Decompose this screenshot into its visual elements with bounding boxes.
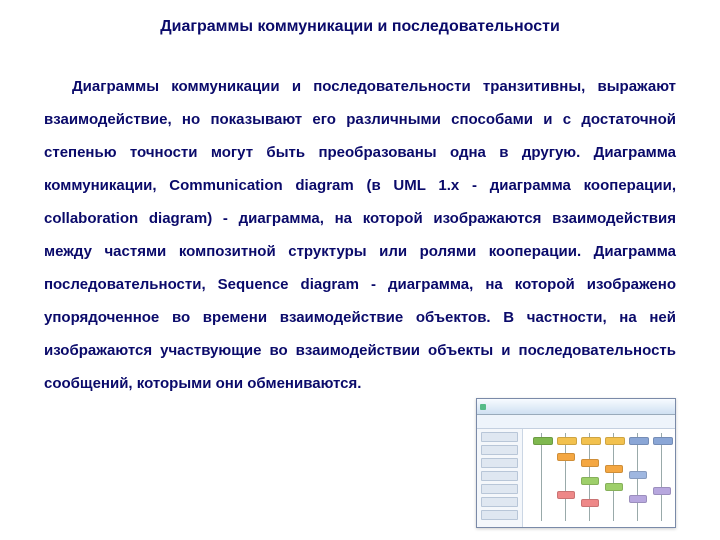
diagram-node <box>557 453 575 461</box>
diagram-node <box>605 465 623 473</box>
thumbnail-toolbar <box>477 415 675 429</box>
thumbnail-sidebar-item <box>481 510 518 520</box>
diagram-node <box>557 437 577 445</box>
thumbnail-sidebar-item <box>481 484 518 494</box>
diagram-node <box>605 437 625 445</box>
diagram-node <box>581 437 601 445</box>
diagram-node <box>581 477 599 485</box>
diagram-node <box>557 491 575 499</box>
diagram-node <box>629 471 647 479</box>
diagram-node <box>629 437 649 445</box>
diagram-node <box>605 483 623 491</box>
diagram-node <box>581 459 599 467</box>
diagram-node <box>629 495 647 503</box>
lifeline <box>661 433 662 521</box>
thumbnail-sidebar <box>477 429 523 527</box>
diagram-node <box>653 487 671 495</box>
thumbnail-titlebar <box>477 399 675 415</box>
lifeline <box>613 433 614 521</box>
page-title: Диаграммы коммуникации и последовательно… <box>44 18 676 36</box>
thumbnail-canvas <box>523 429 675 527</box>
thumbnail-sidebar-item <box>481 458 518 468</box>
diagram-node <box>533 437 553 445</box>
diagram-node <box>581 499 599 507</box>
lifeline <box>565 433 566 521</box>
diagram-node <box>653 437 673 445</box>
thumbnail-body <box>477 429 675 527</box>
thumbnail-sidebar-item <box>481 471 518 481</box>
body-paragraph: Диаграммы коммуникации и последовательно… <box>44 70 676 400</box>
thumbnail-sidebar-item <box>481 445 518 455</box>
thumbnail-sidebar-item <box>481 497 518 507</box>
thumbnail-sidebar-item <box>481 432 518 442</box>
lifeline <box>541 433 542 521</box>
embedded-app-thumbnail <box>476 398 676 528</box>
